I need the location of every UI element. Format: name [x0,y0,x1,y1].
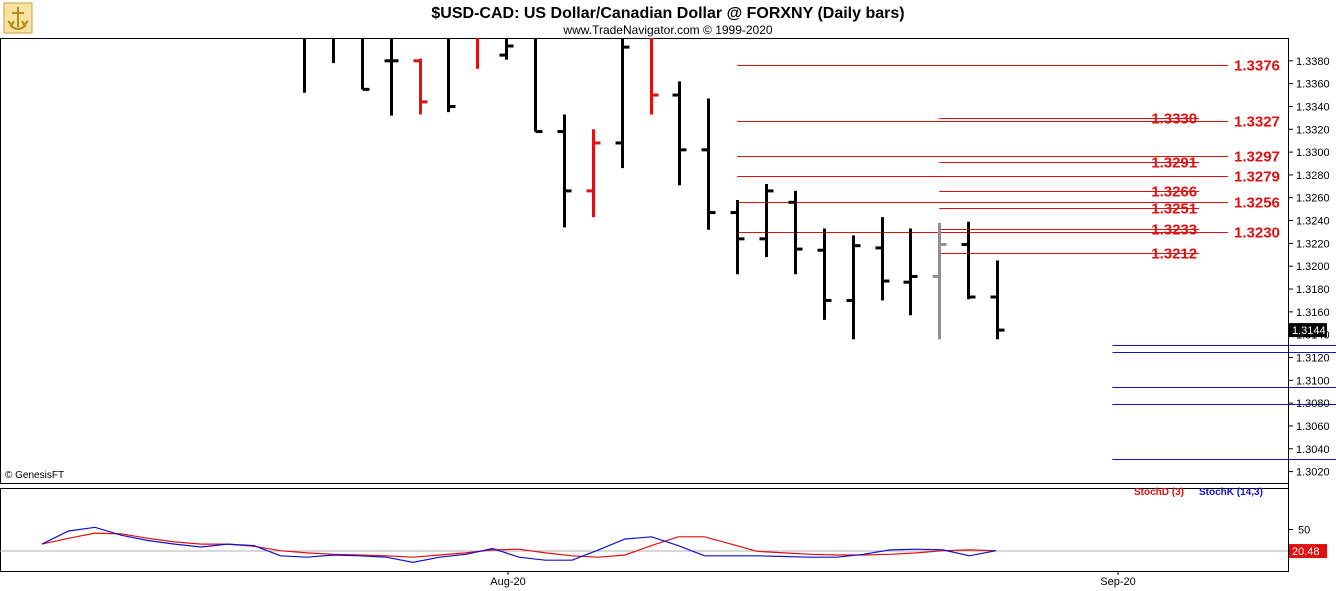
stoch-d-line [41,532,997,558]
price-tick-label: 1.3220 [1296,238,1330,250]
price-tick-label: 1.3300 [1296,147,1330,159]
price-tick-label: 1.3260 [1296,193,1330,205]
last-price-box [1289,323,1327,338]
price-tick-label: 1.3320 [1296,124,1330,136]
stoch-last-value-box [1289,544,1327,559]
stoch-panel-frame [0,488,1289,572]
stoch-k-line [41,526,997,564]
date-tick-label: Aug-20 [490,576,525,588]
date-axis: Aug-20 Sep-20 [490,571,1136,588]
price-tick-label: 1.3340 [1296,101,1330,113]
stochastic-panel: 50 StochD (3) StochK (14,3) 20.48 [0,487,1327,564]
price-tick-label: 1.3020 [1296,467,1330,479]
price-tick-label: 1.3080 [1296,398,1330,410]
chart-subtitle: www.TradeNavigator.com © 1999-2020 [562,23,772,37]
ohlc-bars [303,38,1005,340]
level-label: 1.3256 [1234,195,1280,212]
level-label: 1.3266 [1151,184,1197,201]
level-label: 1.3330 [1151,111,1197,128]
level-label: 1.3212 [1151,246,1197,263]
last-price-label: 1.3144 [1292,325,1326,337]
stoch-last-value-label: 20.48 [1292,546,1320,558]
chart-title: $USD-CAD: US Dollar/Canadian Dollar @ FO… [431,5,904,22]
price-levels: 1.3376 1.3330 1.3327 1.3297 1.3291 1.3279 1.32… [737,58,1336,460]
price-tick-label: 1.3120 [1296,352,1330,364]
level-label: 1.3291 [1151,155,1197,172]
level-label: 1.3251 [1151,201,1197,218]
date-tick-label: Sep-20 [1100,576,1135,588]
price-tick-label: 1.3380 [1296,56,1330,68]
price-tick-label: 1.3280 [1296,170,1330,182]
stoch-tick-label: 50 [1298,525,1310,537]
level-label: 1.3230 [1234,225,1280,242]
price-tick-label: 1.3160 [1296,307,1330,319]
price-axis: 1.3380 1.3360 1.3340 1.3320 1.3300 1.3280 1.32… [1288,56,1330,479]
price-tick-label: 1.3180 [1296,284,1330,296]
price-tick-label: 1.3060 [1296,421,1330,433]
level-label: 1.3233 [1151,222,1197,239]
legend-stoch-d: StochD (3) [1134,487,1184,498]
price-tick-label: 1.3360 [1296,79,1330,91]
copyright-label: © GenesisFT [5,470,64,481]
price-tick-label: 1.3040 [1296,444,1330,456]
price-tick-label: 1.3200 [1296,261,1330,273]
level-label: 1.3376 [1234,58,1280,75]
price-panel-frame [0,38,1289,484]
price-tick-label: 1.3100 [1296,375,1330,387]
level-label: 1.3297 [1234,149,1280,166]
level-label: 1.3279 [1234,169,1280,186]
level-label: 1.3327 [1234,114,1280,131]
price-tick-label: 1.3240 [1296,216,1330,228]
logo-icon [3,2,33,34]
legend-stoch-k: StochK (14,3) [1199,487,1263,498]
